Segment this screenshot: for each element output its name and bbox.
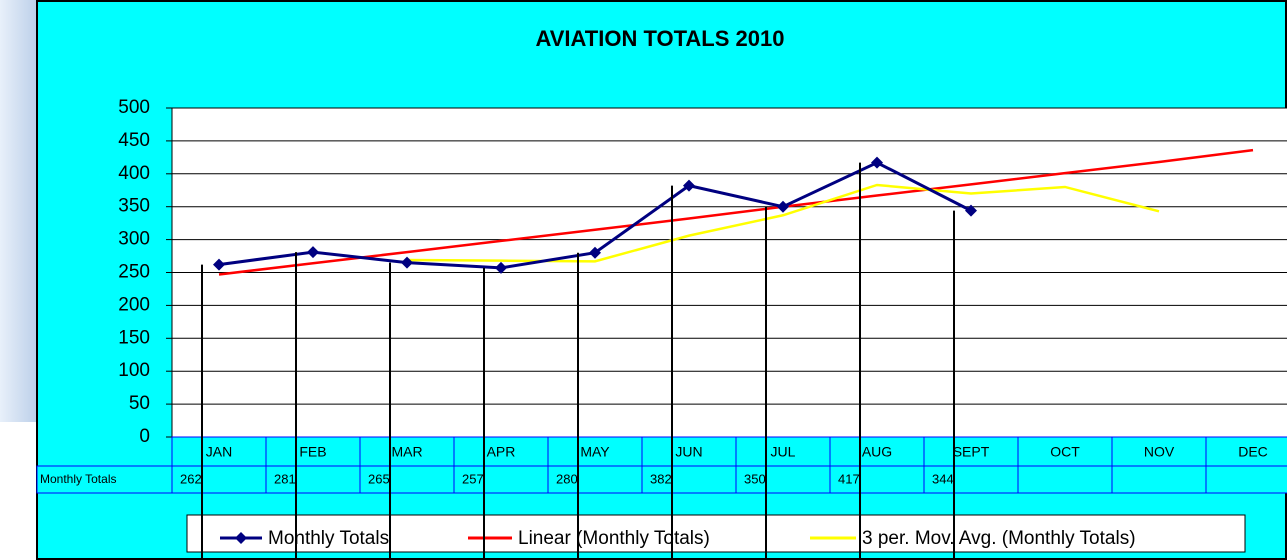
chart-title: AVIATION TOTALS 2010 <box>536 26 785 51</box>
table-value: 281 <box>274 471 296 486</box>
table-row-label: Monthly Totals <box>40 472 116 486</box>
table-cell <box>1205 436 1287 467</box>
point-marker <box>871 156 883 169</box>
table-value: 280 <box>556 471 578 486</box>
x-tick-label: JAN <box>206 444 232 460</box>
x-tick-label: FEB <box>299 444 326 460</box>
table-cell <box>547 465 643 494</box>
series-line <box>406 183 1160 263</box>
table-cell <box>829 465 925 494</box>
point-marker <box>495 261 507 274</box>
table-cell <box>453 465 549 494</box>
table-value: 257 <box>462 471 484 486</box>
y-tick-label: 50 <box>129 393 150 414</box>
table-cell <box>265 465 361 494</box>
table-value: 265 <box>368 471 390 486</box>
y-tick-label: 500 <box>118 97 150 118</box>
y-tick-label: 200 <box>118 294 150 315</box>
table-value: 417 <box>838 471 860 486</box>
y-tick-label: 350 <box>118 196 150 217</box>
point-marker <box>683 179 695 192</box>
table-cell <box>923 436 1019 467</box>
x-tick-label: NOV <box>1144 444 1175 460</box>
table-cell <box>547 436 643 467</box>
y-tick-label: 400 <box>118 163 150 184</box>
y-tick-label: 150 <box>118 327 150 348</box>
side-panel <box>0 0 40 422</box>
point-marker <box>589 246 601 259</box>
series-line <box>218 148 1254 276</box>
table-cell <box>359 465 455 494</box>
legend-label: 3 per. Mov. Avg. (Monthly Totals) <box>862 528 1136 549</box>
table-value: 262 <box>180 471 202 486</box>
table-cell <box>1111 465 1207 494</box>
x-tick-label: JUN <box>675 444 702 460</box>
point-marker <box>777 200 789 213</box>
point-marker <box>213 258 225 271</box>
point-marker <box>307 246 319 259</box>
x-tick-label: DEC <box>1238 444 1268 460</box>
point-marker <box>965 204 977 217</box>
y-tick-label: 100 <box>118 360 150 381</box>
legend-label: Linear (Monthly Totals) <box>518 528 710 549</box>
legend-marker <box>235 532 247 544</box>
y-tick-label: 0 <box>139 426 150 447</box>
y-tick-label: 300 <box>118 229 150 250</box>
x-tick-label: SEPT <box>953 444 990 460</box>
legend <box>186 514 1246 553</box>
table-cell <box>1205 465 1287 494</box>
x-tick-label: AUG <box>862 444 892 460</box>
point-marker <box>401 256 413 269</box>
table-value: 344 <box>932 471 954 486</box>
table-cell <box>829 436 925 467</box>
table-cell <box>265 436 361 467</box>
table-cell <box>1017 436 1113 467</box>
y-tick-label: 250 <box>118 262 150 283</box>
table-value: 350 <box>744 471 766 486</box>
table-cell <box>359 436 455 467</box>
table-cell <box>735 465 831 494</box>
legend-label: Monthly Totals <box>268 528 389 549</box>
x-tick-label: APR <box>487 444 516 460</box>
table-cell <box>171 436 267 467</box>
x-tick-label: OCT <box>1050 444 1080 460</box>
table-value: 382 <box>650 471 672 486</box>
table-cell <box>641 465 737 494</box>
y-tick-label: 450 <box>118 130 150 151</box>
table-cell <box>923 465 1019 494</box>
table-cell <box>453 436 549 467</box>
x-tick-label: JUL <box>771 444 796 460</box>
table-cell <box>1017 465 1113 494</box>
table-cell <box>641 436 737 467</box>
x-tick-label: MAY <box>580 444 610 460</box>
table-cell <box>36 465 173 494</box>
x-tick-label: MAR <box>391 444 422 460</box>
